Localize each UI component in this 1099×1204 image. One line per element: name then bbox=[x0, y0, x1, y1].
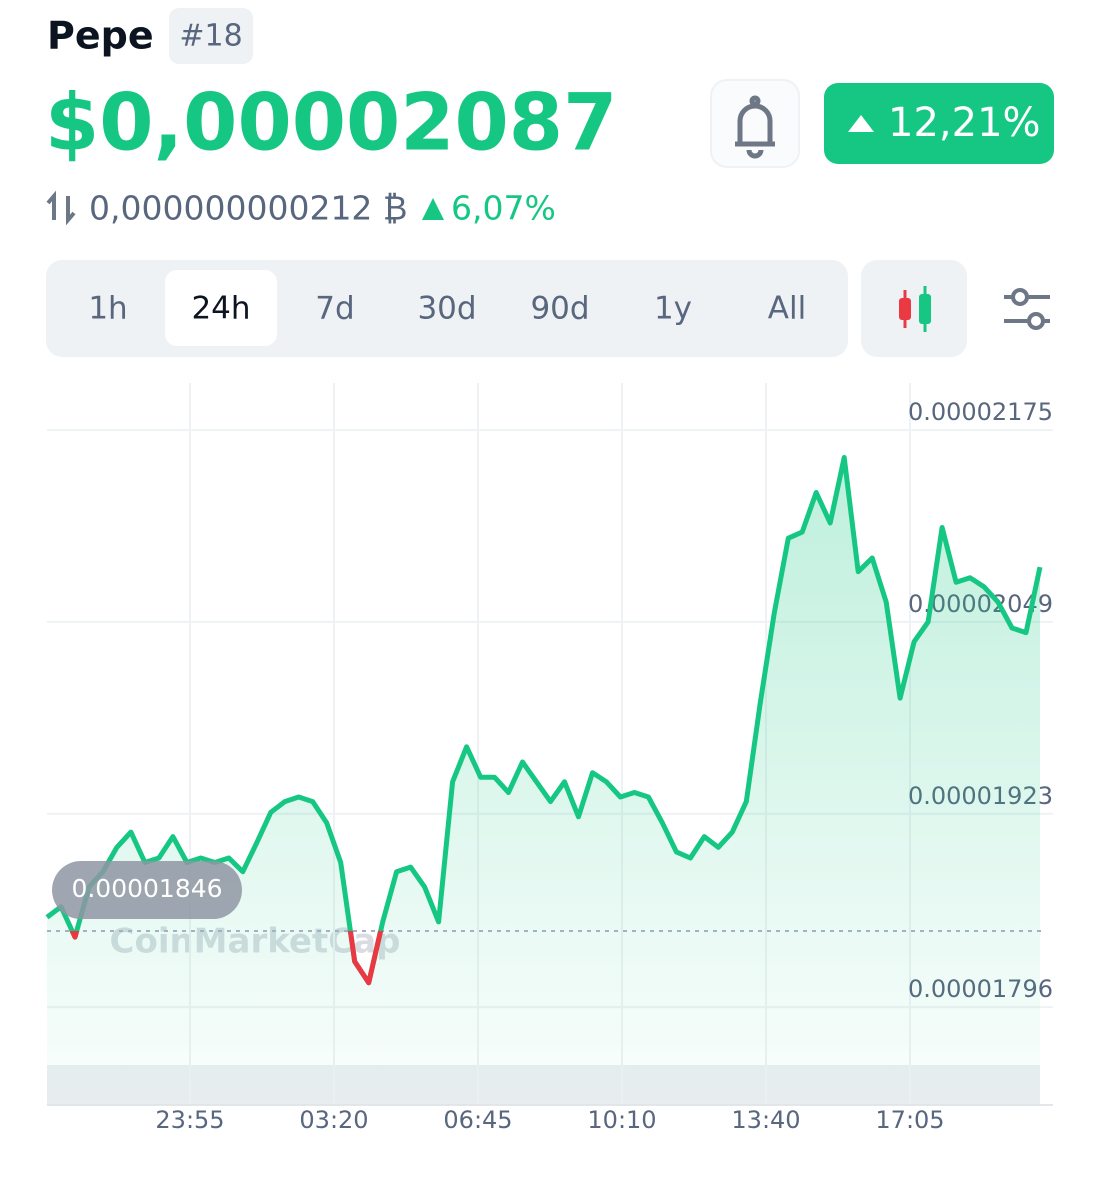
x-tick-label: 23:55 bbox=[155, 1106, 224, 1134]
tab[interactable]: All bbox=[768, 291, 806, 327]
tab[interactable]: 30d bbox=[417, 291, 476, 327]
x-tick-label: 03:20 bbox=[299, 1106, 368, 1134]
rank-badge bbox=[169, 8, 253, 64]
reference-pill bbox=[52, 861, 242, 920]
swap-icon bbox=[46, 190, 76, 226]
tab[interactable]: 90d bbox=[530, 291, 589, 327]
up-arrow bbox=[422, 198, 444, 220]
rank: #18 bbox=[179, 19, 242, 54]
y-tick-label: 0.00002175 bbox=[908, 398, 1053, 426]
price: $0,00002087 bbox=[45, 78, 617, 168]
up-arrow bbox=[848, 115, 874, 132]
x-tick-label: 06:45 bbox=[443, 1106, 512, 1134]
change: 12,21% bbox=[888, 100, 1041, 146]
candle-icon bbox=[899, 286, 931, 332]
btc-change: 6,07% bbox=[451, 189, 556, 228]
x-tick-label: 17:05 bbox=[875, 1106, 944, 1134]
tab[interactable]: 1y bbox=[654, 291, 692, 327]
btc-price: 0,000000000212 ₿ bbox=[89, 189, 407, 228]
reference-label: 0.00001846 bbox=[71, 874, 222, 903]
x-tick-label: 13:40 bbox=[731, 1106, 800, 1134]
coin-name: Pepe bbox=[47, 14, 154, 58]
bell-icon bbox=[735, 95, 775, 159]
candle-toggle[interactable] bbox=[861, 260, 967, 357]
tab[interactable]: 7d bbox=[315, 291, 354, 327]
alert-button[interactable] bbox=[710, 79, 800, 168]
tab-active bbox=[165, 270, 277, 346]
x-tick-label: 10:10 bbox=[587, 1106, 656, 1134]
tab[interactable]: 1h bbox=[88, 291, 127, 327]
settings-icon[interactable] bbox=[1004, 288, 1050, 330]
change-badge bbox=[824, 83, 1054, 164]
area bbox=[47, 457, 1040, 1105]
tab[interactable]: 24h bbox=[191, 291, 250, 327]
